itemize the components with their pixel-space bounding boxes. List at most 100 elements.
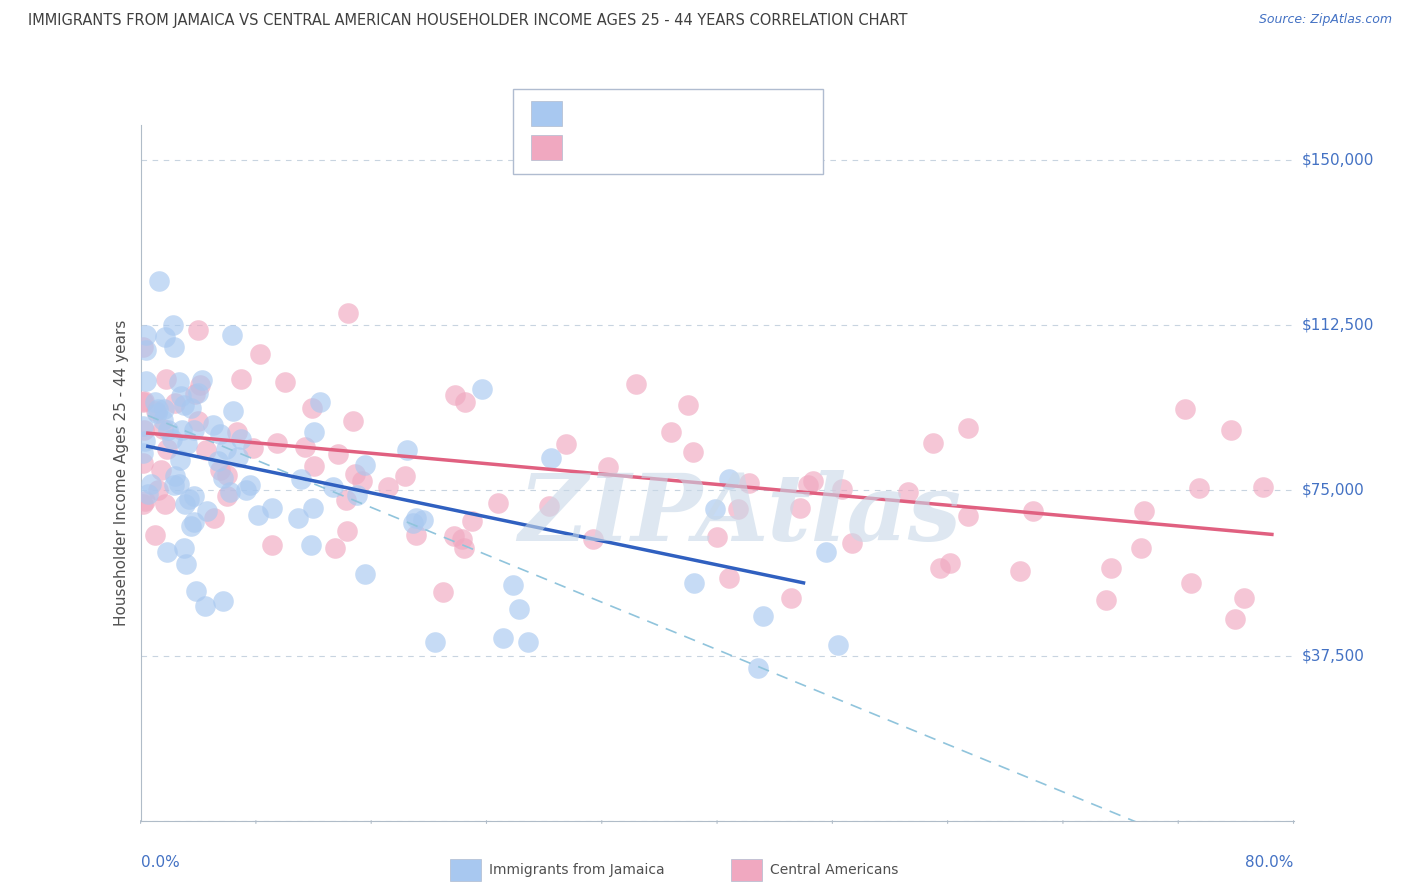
Point bbox=[183, 423, 205, 437]
Point bbox=[152, 413, 174, 427]
Point bbox=[1180, 575, 1202, 590]
Point bbox=[202, 511, 225, 525]
Point bbox=[405, 527, 427, 541]
Point bbox=[957, 508, 980, 523]
Point bbox=[402, 516, 425, 531]
Point bbox=[682, 445, 704, 459]
Point bbox=[335, 492, 357, 507]
Point bbox=[779, 591, 801, 605]
Point bbox=[165, 469, 187, 483]
Point bbox=[132, 395, 155, 409]
Point bbox=[179, 492, 201, 507]
Point bbox=[939, 556, 962, 570]
Point bbox=[727, 502, 749, 516]
Text: $37,500: $37,500 bbox=[1302, 648, 1365, 663]
Point bbox=[135, 374, 157, 388]
Point bbox=[235, 483, 257, 497]
Point bbox=[598, 460, 620, 475]
Point bbox=[336, 524, 359, 538]
Point bbox=[346, 488, 368, 502]
Point bbox=[143, 528, 166, 542]
Point bbox=[405, 511, 427, 525]
Point bbox=[187, 386, 209, 401]
Point bbox=[301, 401, 323, 415]
Point bbox=[212, 593, 235, 607]
Point bbox=[1188, 482, 1211, 496]
Point bbox=[302, 425, 325, 440]
Point bbox=[132, 497, 155, 511]
Point bbox=[156, 423, 179, 437]
Point bbox=[172, 423, 194, 437]
Point bbox=[516, 635, 538, 649]
Point bbox=[145, 403, 167, 417]
Point bbox=[394, 469, 416, 483]
Point bbox=[221, 327, 243, 342]
Point bbox=[155, 372, 177, 386]
Point bbox=[242, 442, 264, 456]
Point bbox=[132, 445, 155, 459]
Point bbox=[747, 661, 769, 675]
Point bbox=[173, 398, 195, 412]
Point bbox=[139, 476, 162, 491]
Point bbox=[226, 425, 249, 439]
Point bbox=[322, 480, 344, 494]
Point bbox=[134, 394, 156, 409]
Point bbox=[134, 494, 156, 508]
Point bbox=[737, 476, 759, 491]
Point bbox=[717, 571, 740, 585]
Point bbox=[226, 450, 249, 464]
Point bbox=[342, 414, 364, 428]
Point bbox=[132, 418, 155, 433]
Point bbox=[208, 463, 231, 477]
Point bbox=[582, 532, 605, 546]
Point bbox=[1174, 402, 1197, 417]
Point bbox=[195, 503, 218, 517]
Point bbox=[191, 373, 214, 387]
Point bbox=[309, 395, 332, 409]
Point bbox=[148, 274, 170, 288]
Point bbox=[162, 318, 184, 332]
Point bbox=[174, 557, 197, 571]
Point bbox=[1130, 541, 1153, 555]
Point bbox=[897, 485, 920, 500]
Point bbox=[432, 585, 454, 599]
Point bbox=[183, 515, 205, 529]
Point bbox=[260, 538, 283, 552]
Point bbox=[132, 424, 155, 438]
Point bbox=[146, 483, 169, 497]
Text: R = -0.365   N = 92: R = -0.365 N = 92 bbox=[572, 140, 709, 154]
Point bbox=[180, 401, 202, 415]
Point bbox=[294, 440, 316, 454]
Point bbox=[343, 467, 366, 482]
Point bbox=[1099, 560, 1122, 574]
Point bbox=[326, 447, 349, 461]
Point bbox=[132, 340, 155, 354]
Point bbox=[1223, 611, 1246, 625]
Point bbox=[215, 442, 238, 456]
Point bbox=[165, 396, 187, 410]
Point bbox=[460, 514, 482, 528]
Point bbox=[801, 474, 824, 488]
Point bbox=[160, 432, 183, 446]
Point bbox=[706, 530, 728, 544]
Point bbox=[502, 578, 524, 592]
Point bbox=[150, 462, 173, 476]
Point bbox=[184, 387, 207, 401]
Text: IMMIGRANTS FROM JAMAICA VS CENTRAL AMERICAN HOUSEHOLDER INCOME AGES 25 - 44 YEAR: IMMIGRANTS FROM JAMAICA VS CENTRAL AMERI… bbox=[28, 13, 908, 29]
Point bbox=[260, 500, 283, 515]
Point bbox=[156, 545, 179, 559]
Text: Central Americans: Central Americans bbox=[770, 863, 898, 877]
Point bbox=[659, 425, 682, 439]
Point bbox=[207, 454, 229, 468]
Point bbox=[704, 502, 727, 516]
Point bbox=[492, 632, 515, 646]
Point bbox=[163, 478, 186, 492]
Point bbox=[153, 401, 176, 416]
Point bbox=[831, 482, 853, 496]
Point bbox=[922, 436, 945, 450]
Point bbox=[266, 436, 288, 450]
Point bbox=[176, 437, 198, 451]
Point bbox=[412, 513, 434, 527]
Point bbox=[188, 377, 211, 392]
Point bbox=[508, 602, 530, 616]
